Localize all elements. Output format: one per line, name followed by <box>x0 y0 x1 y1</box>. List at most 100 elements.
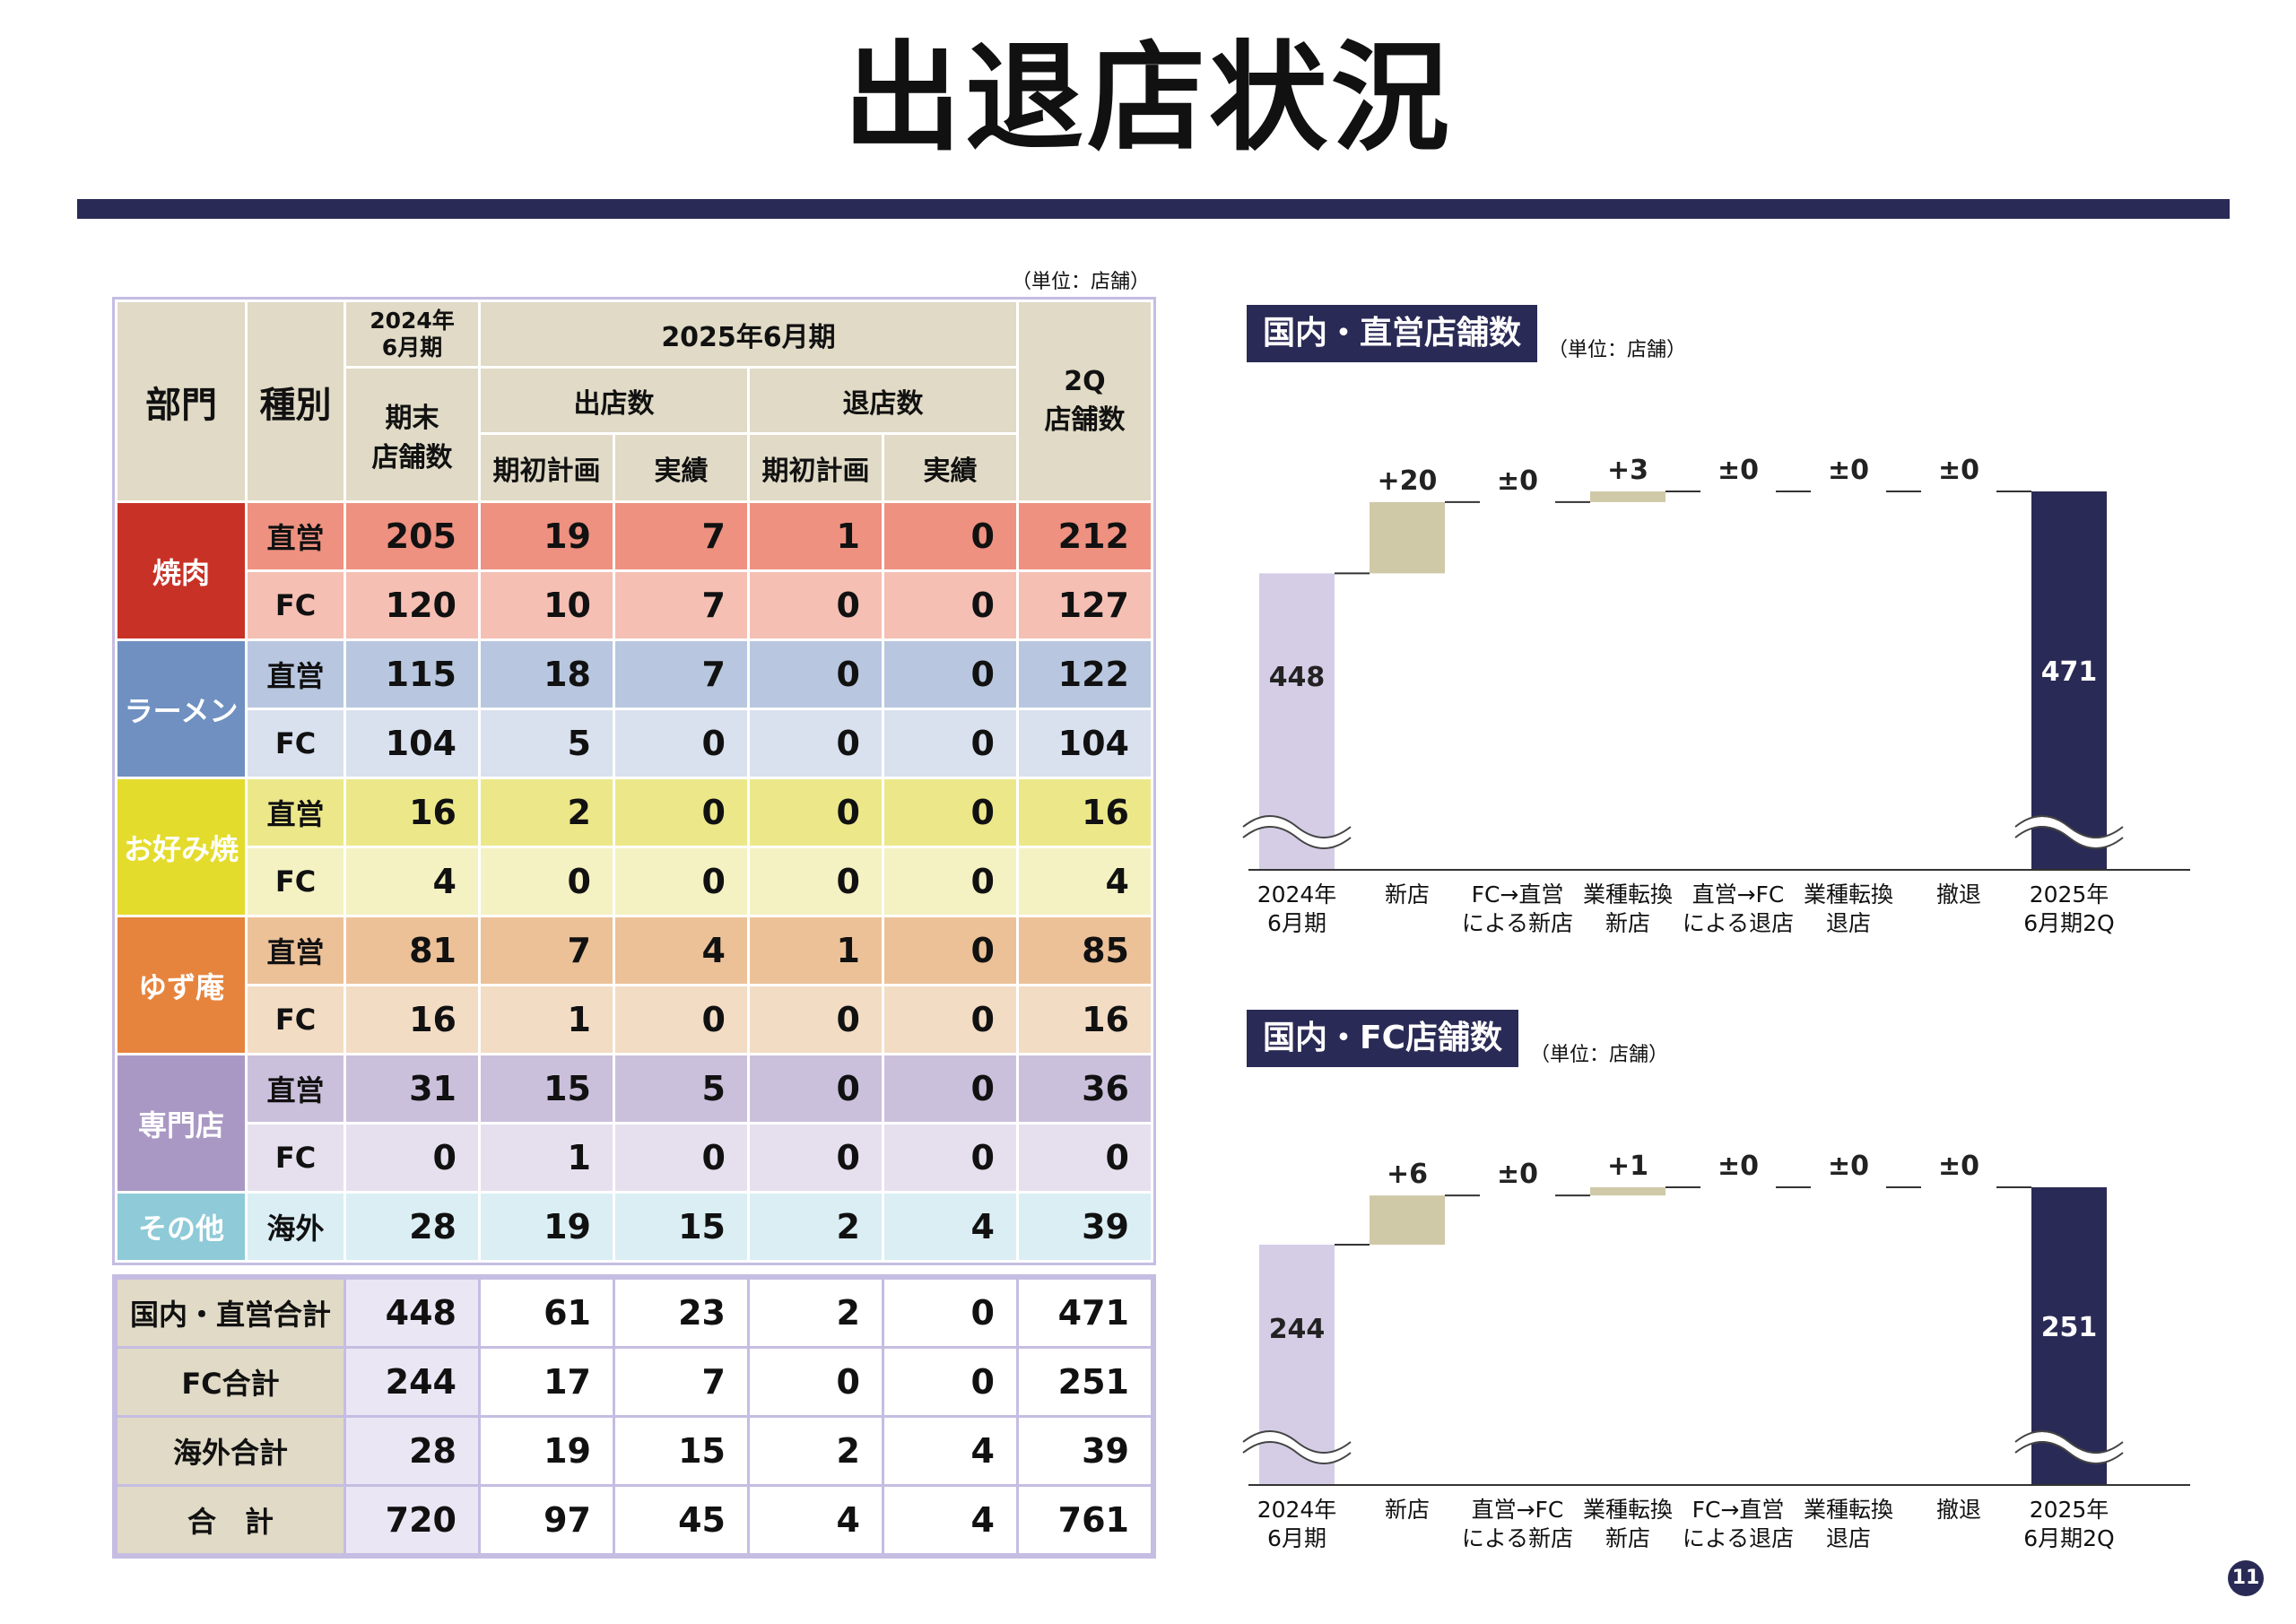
value-cell: 5 <box>613 1053 750 1125</box>
totals-row: 海外合計 28 19 15 2 4 39 <box>115 1415 1153 1487</box>
category-label: 直営→FC <box>1472 1497 1564 1523</box>
title-rule <box>77 199 2230 219</box>
step-bar <box>1590 1187 1665 1196</box>
end-bar <box>2031 491 2107 870</box>
data-label: ±0 <box>1828 1151 1869 1182</box>
value-cell: 1 <box>478 1122 615 1194</box>
totals-value: 761 <box>1016 1484 1153 1556</box>
axis-break-mark <box>1242 1430 1352 1454</box>
category-label: 退店 <box>1826 1525 1871 1551</box>
data-label: 471 <box>2041 656 2098 688</box>
data-label: +1 <box>1607 1151 1648 1182</box>
category-label: 6月期2Q <box>2023 1525 2115 1551</box>
kind-cell: FC <box>245 1122 346 1194</box>
header-open-plan: 期初計画 <box>478 432 615 503</box>
page-title: 出退店状況 <box>843 30 1453 168</box>
data-label: +6 <box>1387 1159 1428 1190</box>
step-bar <box>1590 491 1665 502</box>
table-row: 焼肉 直営 205 19 7 1 0 212 <box>115 500 1153 641</box>
value-cell: 104 <box>344 708 481 779</box>
totals-value: 0 <box>747 1346 884 1418</box>
category-label: 2025年 <box>2030 1497 2109 1523</box>
data-label: 448 <box>1269 662 1326 693</box>
chart1-title: 国内・直営店舗数 <box>1247 305 1538 362</box>
data-label: 251 <box>2041 1312 2098 1343</box>
value-cell: 16 <box>1016 777 1153 848</box>
value-cell: 0 <box>747 846 884 917</box>
axis-break-mark <box>1239 817 1354 847</box>
value-cell: 4 <box>1016 846 1153 917</box>
totals-row: 国内・直営合計 448 61 23 2 0 471 <box>115 1277 1153 1349</box>
totals-value: 39 <box>1016 1415 1153 1487</box>
value-cell: 0 <box>613 846 750 917</box>
category-label: 6月期2Q <box>2023 910 2115 936</box>
category-label: による退店 <box>1683 1525 1794 1551</box>
category-label: 新店 <box>1385 881 1430 908</box>
value-cell: 0 <box>747 777 884 848</box>
totals-value: 23 <box>613 1277 750 1349</box>
value-cell: 115 <box>344 638 481 710</box>
totals-value: 720 <box>344 1484 481 1556</box>
totals-label: 国内・直営合計 <box>115 1277 346 1349</box>
category-label: による新店 <box>1462 1525 1573 1551</box>
kind-cell: FC <box>245 569 346 641</box>
value-cell: 0 <box>344 1122 481 1194</box>
category-label: 新店 <box>1605 910 1650 936</box>
value-cell: 10 <box>478 569 615 641</box>
header-q2: 2Q 店舗数 <box>1016 300 1153 503</box>
chart2-unit: （単位：店舗） <box>1530 1044 1669 1066</box>
data-label: ±0 <box>1938 1151 1979 1182</box>
kind-cell: 直営 <box>245 500 346 572</box>
table-row: FC 104 5 0 0 0 104 <box>117 708 1153 779</box>
totals-value: 0 <box>882 1346 1019 1418</box>
category-label: による退店 <box>1683 910 1794 936</box>
dept-cell: お好み焼 <box>115 777 248 917</box>
chart2-title: 国内・FC店舗数 <box>1247 1010 1519 1067</box>
category-label: 2024年 <box>1257 881 1337 908</box>
value-cell: 0 <box>882 638 1019 710</box>
header-open: 出店数 <box>478 366 750 435</box>
value-cell: 1 <box>747 500 884 572</box>
chart1-unit: （単位：店舗） <box>1548 339 1687 361</box>
data-label: ±0 <box>1497 465 1538 497</box>
axis-break-mark <box>2014 815 2124 838</box>
dept-cell: 専門店 <box>115 1053 248 1194</box>
value-cell: 7 <box>613 638 750 710</box>
value-cell: 0 <box>613 1122 750 1194</box>
step-bar <box>1370 501 1445 574</box>
value-cell: 2 <box>478 777 615 848</box>
totals-value: 0 <box>882 1277 1019 1349</box>
value-cell: 122 <box>1016 638 1153 710</box>
category-label: 撤退 <box>1936 1497 1981 1523</box>
category-label: 業種転換 <box>1804 1497 1893 1523</box>
data-label: ±0 <box>1718 455 1759 486</box>
axis-break-mark <box>2012 1432 2126 1463</box>
category-label: 6月期 <box>1267 1525 1326 1551</box>
value-cell: 2 <box>747 1191 884 1263</box>
value-cell: 0 <box>613 777 750 848</box>
totals-value: 97 <box>478 1484 615 1556</box>
totals-row: FC合計 244 17 7 0 0 251 <box>115 1346 1153 1418</box>
value-cell: 0 <box>747 1122 884 1194</box>
totals-value: 4 <box>882 1484 1019 1556</box>
kind-cell: FC <box>245 846 346 917</box>
dept-cell: 焼肉 <box>115 500 248 641</box>
totals-value: 448 <box>344 1277 481 1349</box>
table-row: FC 120 10 7 0 0 127 <box>117 569 1153 641</box>
data-label: +3 <box>1607 455 1648 486</box>
category-label: 業種転換 <box>1583 881 1673 908</box>
kind-cell: 直営 <box>245 638 346 710</box>
value-cell: 205 <box>344 500 481 572</box>
category-label: による新店 <box>1462 910 1573 936</box>
category-label: 退店 <box>1826 910 1871 936</box>
value-cell: 16 <box>344 984 481 1055</box>
table-row: ラーメン 直営 115 18 7 0 0 122 <box>115 638 1153 779</box>
category-label: 新店 <box>1385 1497 1430 1523</box>
axis-break-mark <box>2014 1430 2124 1454</box>
category-label: 業種転換 <box>1583 1497 1673 1523</box>
value-cell: 104 <box>1016 708 1153 779</box>
totals-value: 2 <box>747 1277 884 1349</box>
value-cell: 1 <box>478 984 615 1055</box>
